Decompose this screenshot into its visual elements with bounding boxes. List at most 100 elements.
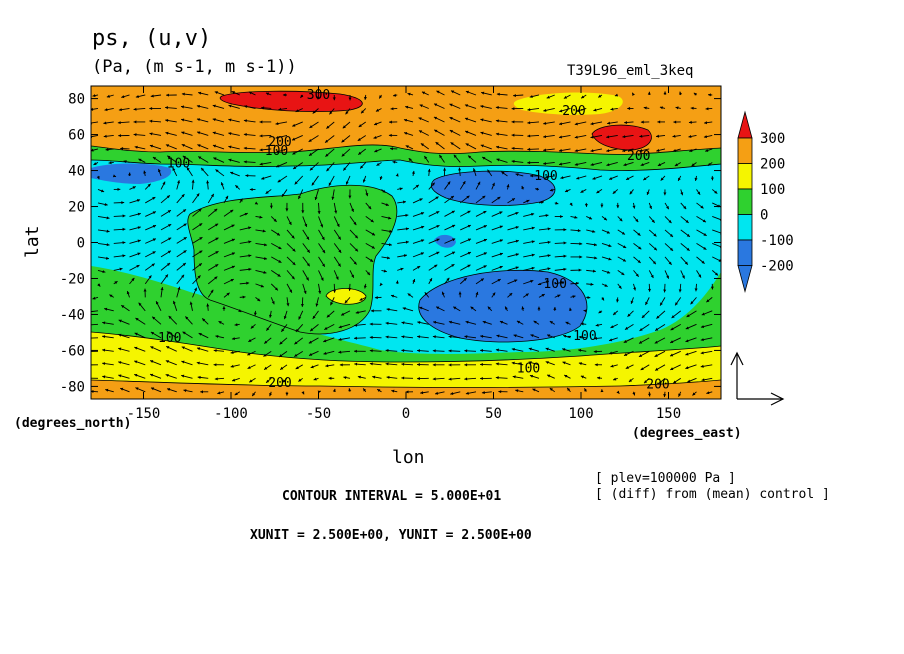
wind-vector xyxy=(160,274,169,285)
wind-vector xyxy=(444,238,456,244)
wind-vector xyxy=(255,256,268,260)
wind-vector xyxy=(340,310,351,316)
wind-vector xyxy=(333,256,342,267)
wind-vector xyxy=(302,256,311,267)
wind-vector xyxy=(578,362,587,366)
wind-vector xyxy=(459,180,466,190)
wind-vector xyxy=(345,108,351,115)
wind-vector xyxy=(397,267,404,271)
wind-vector xyxy=(222,306,226,311)
wind-vector xyxy=(654,323,666,332)
wind-vector xyxy=(397,187,403,191)
fill-blue-nh xyxy=(431,171,555,206)
wind-vector xyxy=(574,148,587,153)
wind-vector xyxy=(165,131,177,136)
wind-vector xyxy=(283,310,288,320)
wind-vector xyxy=(286,229,295,239)
wind-vector xyxy=(521,306,525,311)
wind-vector xyxy=(223,292,230,298)
wind-vector xyxy=(397,254,407,258)
wind-vector xyxy=(459,195,470,204)
wind-vector xyxy=(646,189,650,196)
wind-vector xyxy=(118,319,130,325)
wind-vector xyxy=(434,391,445,395)
wind-vector xyxy=(491,278,501,285)
wind-vector xyxy=(332,94,336,101)
wind-vector xyxy=(607,121,618,125)
wind-vector xyxy=(428,264,438,271)
wind-vector xyxy=(333,270,339,280)
wind-vector xyxy=(265,189,272,195)
wind-vector xyxy=(323,337,335,343)
wind-vector xyxy=(165,106,177,110)
wind-vector xyxy=(432,349,445,353)
wind-vector xyxy=(625,364,634,370)
wind-vector xyxy=(278,107,288,111)
wind-vector xyxy=(529,374,540,379)
wind-vector xyxy=(595,323,603,327)
wind-vector xyxy=(515,173,524,177)
wind-vector xyxy=(302,270,310,281)
wind-vector xyxy=(308,350,319,356)
wind-vector xyxy=(481,391,492,395)
contour-line xyxy=(591,124,652,151)
wind-vector xyxy=(507,279,518,285)
wind-vector xyxy=(712,256,721,262)
wind-vector xyxy=(647,283,652,292)
wind-vector xyxy=(570,215,578,219)
wind-vector xyxy=(318,216,324,228)
x-tick-label: -100 xyxy=(214,406,248,422)
wind-vector xyxy=(543,135,555,139)
wind-vector xyxy=(160,209,172,217)
wind-vector xyxy=(208,237,219,244)
wind-vector xyxy=(97,202,108,206)
wind-vector xyxy=(239,281,250,285)
y-tick-label: 0 xyxy=(77,236,85,252)
wind-vector xyxy=(669,337,681,344)
wind-vector xyxy=(228,104,240,109)
wind-vector xyxy=(538,267,551,271)
wind-vector xyxy=(311,175,319,186)
wind-vector xyxy=(357,148,367,155)
wind-vector xyxy=(113,201,125,205)
wind-vector xyxy=(688,120,697,124)
wind-vector xyxy=(349,229,359,239)
wind-vector xyxy=(176,262,187,271)
wind-vector xyxy=(563,94,571,99)
wind-vector xyxy=(318,270,324,281)
wind-vector xyxy=(192,236,203,244)
wind-vector xyxy=(220,182,225,190)
wind-vector xyxy=(523,266,535,271)
wind-vector xyxy=(584,202,588,207)
wind-vector xyxy=(412,278,416,285)
wind-vector xyxy=(318,256,326,268)
wind-vector xyxy=(165,144,177,150)
wind-vector xyxy=(700,350,713,355)
wind-vector xyxy=(558,121,571,126)
wind-vector xyxy=(444,277,450,285)
x-tick-label: 100 xyxy=(568,406,593,422)
wind-vector xyxy=(444,181,451,190)
wind-vector xyxy=(208,223,219,231)
wind-vector xyxy=(230,350,240,354)
wind-vector xyxy=(504,306,508,312)
wind-vector xyxy=(369,335,382,339)
wind-vector xyxy=(643,377,650,384)
wind-vector xyxy=(475,195,486,204)
wind-vector xyxy=(558,148,571,152)
wind-vector xyxy=(664,270,670,279)
y-axis-label: lat xyxy=(22,225,43,258)
wind-vector xyxy=(574,135,587,139)
wind-vector xyxy=(521,185,525,190)
wind-vector xyxy=(558,162,571,166)
wind-vector xyxy=(464,335,477,339)
wind-vector xyxy=(608,175,618,180)
wind-vector xyxy=(696,202,704,209)
chart-title: ps, (u,v) xyxy=(92,26,212,51)
wind-vector xyxy=(250,324,256,329)
wind-vector xyxy=(144,275,152,285)
wind-vector xyxy=(700,323,713,329)
wind-vector xyxy=(511,146,524,150)
colorbar-cap-top xyxy=(737,110,753,139)
wind-vector xyxy=(108,161,114,165)
